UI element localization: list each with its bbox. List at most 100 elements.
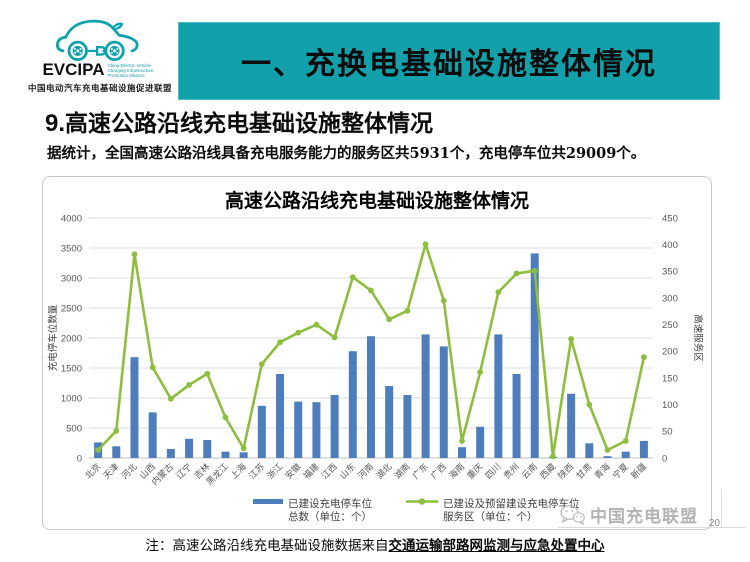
logo-org-cn: 中国电动汽车充电基础设施促进联盟 <box>28 83 173 93</box>
bar-吉林 <box>203 440 212 458</box>
svg-text:重庆: 重庆 <box>464 461 484 481</box>
svg-text:50: 50 <box>662 427 673 438</box>
svg-text:宁夏: 宁夏 <box>610 461 630 481</box>
note-prefix: 注：高速公路沿线充电基础设施数据来自 <box>145 538 389 554</box>
svg-text:陕西: 陕西 <box>555 461 575 481</box>
point-广西 <box>440 297 447 304</box>
ev-car-icon <box>56 19 139 61</box>
bar-辽宁 <box>185 438 194 458</box>
svg-text:250: 250 <box>662 320 678 331</box>
left-axis-labels: 0 500 1000 1500 2000 2500 3000 3500 4000 <box>61 213 82 464</box>
banner-title: 一、充换电基础设施整体情况 <box>241 47 657 82</box>
svg-text:浙江: 浙江 <box>264 461 284 481</box>
title-banner: 一、充换电基础设施整体情况 <box>178 22 720 100</box>
bar-湖南 <box>403 395 412 458</box>
svg-text:海南: 海南 <box>446 461 466 481</box>
point-山西 <box>149 364 156 371</box>
point-黑龙江 <box>222 414 229 421</box>
line-series <box>95 241 647 460</box>
svg-text:服务区（单位：个）: 服务区（单位：个） <box>443 510 538 523</box>
section-title: 高速公路沿线充电基础设施整体情况 <box>65 110 434 137</box>
divider-horizontal <box>558 527 746 528</box>
bar-甘肃 <box>585 443 594 458</box>
svg-text:300: 300 <box>662 293 678 304</box>
svg-text:河南: 河南 <box>355 461 375 481</box>
bar-江苏 <box>257 405 266 458</box>
chart-svg: 0 500 1000 1500 2000 2500 3000 3500 4000 0 50 100 15… <box>47 213 704 523</box>
point-湖南 <box>404 307 411 314</box>
bar-新疆 <box>639 440 648 458</box>
divider-vertical <box>721 489 722 528</box>
svg-text:安徽: 安徽 <box>282 461 302 481</box>
logo-org-en: China Electric Vehicle Charging Infrastr… <box>107 63 154 78</box>
svg-text:四川: 四川 <box>483 461 503 481</box>
point-天津 <box>113 427 120 434</box>
svg-text:辽宁: 辽宁 <box>173 461 193 481</box>
svg-text:天津: 天津 <box>101 461 121 481</box>
svg-text:1000: 1000 <box>61 393 82 404</box>
svg-text:甘肃: 甘肃 <box>574 461 594 481</box>
svg-text:河北: 河北 <box>119 461 139 481</box>
bar-青海 <box>603 456 612 458</box>
bar-广东 <box>421 334 430 458</box>
note-source: 交通运输部路网监测与应急处置中心 <box>388 538 605 554</box>
bar-内蒙古 <box>166 449 175 458</box>
svg-text:200: 200 <box>662 347 678 358</box>
bar-浙江 <box>276 374 285 458</box>
point-福建 <box>313 321 320 328</box>
svg-text:湖北: 湖北 <box>374 461 394 481</box>
point-江苏 <box>258 361 265 368</box>
svg-text:4000: 4000 <box>61 213 82 224</box>
point-云南 <box>531 267 538 274</box>
svg-text:2000: 2000 <box>61 333 82 344</box>
bar-series <box>94 253 648 458</box>
point-甘肃 <box>586 401 593 408</box>
bar-广西 <box>439 346 448 458</box>
right-axis-title: 高速服务区 <box>692 314 704 362</box>
point-新疆 <box>641 354 647 361</box>
svg-text:400: 400 <box>662 240 678 251</box>
svg-text:广西: 广西 <box>428 461 448 481</box>
svg-text:贵州: 贵州 <box>501 461 521 481</box>
chart-card: 高速公路沿线充电基础设施整体情况 0 500 1000 1500 2000 2500 300… <box>42 176 712 530</box>
page-number: 20 <box>708 518 720 529</box>
svg-text:湖南: 湖南 <box>392 461 412 481</box>
summary-text: 据统计，全国高速公路沿线具备充电服务能力的服务区共5931个，充电停车位共290… <box>47 145 646 162</box>
svg-text:已建设充电停车位: 已建设充电停车位 <box>288 497 372 510</box>
chart-title: 高速公路沿线充电基础设施整体情况 <box>224 190 529 212</box>
bar-河北 <box>130 357 139 458</box>
wechat-icon <box>560 504 585 525</box>
svg-text:3500: 3500 <box>61 243 82 254</box>
bar-海南 <box>457 447 466 458</box>
bar-山西 <box>148 412 157 458</box>
svg-text:0: 0 <box>77 453 82 464</box>
svg-text:上海: 上海 <box>228 461 248 481</box>
svg-text:0: 0 <box>662 453 667 464</box>
left-axis-title: 充电停车位数量 <box>47 304 59 371</box>
point-河北 <box>131 251 138 258</box>
point-青海 <box>604 447 611 453</box>
svg-text:3000: 3000 <box>61 273 82 284</box>
svg-text:北京: 北京 <box>82 461 102 481</box>
svg-text:云南: 云南 <box>519 461 539 481</box>
svg-text:广东: 广东 <box>410 461 430 481</box>
point-辽宁 <box>186 382 192 388</box>
wechat-watermark: 中国充电联盟 <box>559 502 698 527</box>
bar-黑龙江 <box>221 451 230 458</box>
point-广东 <box>422 241 429 248</box>
point-内蒙古 <box>167 395 174 402</box>
svg-text:西藏: 西藏 <box>537 461 557 481</box>
bar-山东 <box>348 351 357 458</box>
svg-text:500: 500 <box>66 423 82 434</box>
point-上海 <box>240 445 247 452</box>
svg-text:江苏: 江苏 <box>246 461 266 481</box>
bar-江西 <box>330 395 339 458</box>
point-四川 <box>495 289 502 296</box>
svg-text:150: 150 <box>662 373 678 384</box>
logo-acronym: EVCIPA <box>42 60 105 79</box>
point-湖北 <box>386 316 393 323</box>
right-axis-labels: 0 50 100 150 200 250 300 350 400 450 <box>662 213 678 464</box>
bar-宁夏 <box>621 451 630 458</box>
section-heading: 9.高速公路沿线充电基础设施整体情况 <box>45 104 433 138</box>
